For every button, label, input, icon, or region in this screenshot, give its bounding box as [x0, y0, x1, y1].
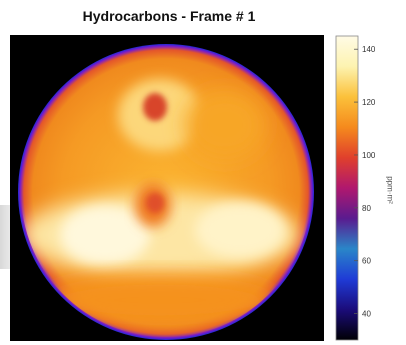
hot-spot-center [146, 193, 164, 213]
colorbar-tick-label-80: 80 [362, 204, 371, 213]
lower-region [40, 275, 280, 325]
heatmap-plot [10, 35, 324, 341]
hot-spot-upper [143, 93, 167, 121]
bright-patch-left [60, 205, 150, 265]
colorbar-tick-label-120: 120 [362, 98, 376, 107]
upper-right-region [185, 90, 265, 160]
colorbar-unit-label: ppm·m² [385, 176, 395, 204]
colorbar-tick-label-60: 60 [362, 257, 371, 266]
colorbar-tick-label-40: 40 [362, 310, 371, 319]
heatmap-svg [10, 35, 324, 341]
colorbar-svg: 40 60 80 100 120 140 [335, 35, 376, 341]
colorbar-tick-label-140: 140 [362, 45, 376, 54]
colorbar-tick-label-100: 100 [362, 151, 376, 160]
colorbar-gradient [335, 35, 359, 341]
intensity-features [21, 79, 300, 325]
colorbar: 40 60 80 100 120 140 [335, 35, 406, 342]
bright-patch-right [195, 202, 285, 258]
panel-edge [0, 205, 12, 269]
chart-title: Hydrocarbons - Frame # 1 [82, 8, 256, 24]
